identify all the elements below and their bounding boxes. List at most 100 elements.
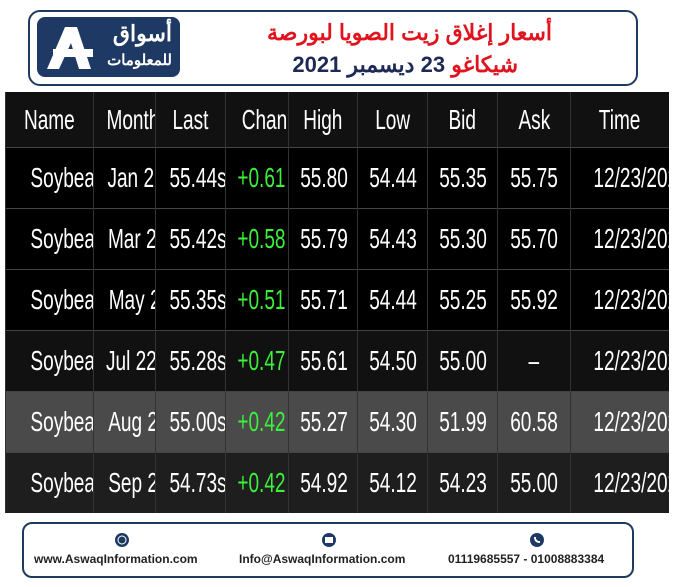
table-cell: 55.80 <box>288 147 358 209</box>
table-cell: 55.27 <box>288 391 358 453</box>
table-cell-text: 54.43 <box>369 223 417 254</box>
column-header-text: Time <box>598 103 641 135</box>
table-cell: Soybean Oil <box>5 269 94 331</box>
table-cell-text: +0.61 <box>237 162 286 193</box>
website: www.AswaqInformation.com <box>34 552 198 566</box>
table-cell: Jan 22 <box>93 147 156 209</box>
table-cell-text: 55.25 <box>439 284 487 315</box>
table-cell-text: 12/23/2021 <box>593 223 668 254</box>
table-cell: 54.12 <box>357 452 428 513</box>
table-cell: Soybean Oil <box>5 391 94 453</box>
table-cell: 51.99 <box>427 391 498 453</box>
column-header: Ask <box>497 92 571 148</box>
column-header: Name <box>5 92 94 148</box>
table-cell: 55.00s <box>155 391 226 453</box>
table-cell: 12/23/2021 <box>570 208 669 270</box>
table-cell-text: Jul 22 <box>105 345 156 376</box>
table-cell-text: Soybean Oil <box>30 406 93 437</box>
table-cell-text: 54.12 <box>369 467 417 498</box>
phone-icon <box>530 533 544 547</box>
header-row: Name Month Last Change High Low Bid Ask Time <box>5 92 669 148</box>
table-cell: 12/23/2021 <box>570 391 669 453</box>
table-cell: Mar 22 <box>93 208 156 270</box>
table-cell-text: May 22 <box>108 284 156 315</box>
table-cell-text: 55.61 <box>300 345 348 376</box>
table-row: Soybean Oil Sep 22 54.73s +0.42 54.92 54.12 54… <box>5 452 669 513</box>
column-header: Month <box>93 92 156 148</box>
table-cell-text: 54.92 <box>300 467 348 498</box>
column-header: Time <box>570 92 669 148</box>
logo: أسواق للمعلومات <box>37 17 180 77</box>
table-cell-text: 55.35s <box>169 284 226 315</box>
table-cell-text: +0.51 <box>237 284 286 315</box>
table-cell-text: 60.58 <box>510 406 558 437</box>
table-cell-text: 55.44s <box>169 162 226 193</box>
table-cell-text: +0.42 <box>237 467 286 498</box>
title-date: 23 ديسمبر 2021 <box>292 52 446 77</box>
table-cell-text: 54.23 <box>439 467 487 498</box>
table-cell-text: 54.73s <box>169 467 226 498</box>
table-cell-text: 54.30 <box>369 406 417 437</box>
table-cell: 60.58 <box>497 391 571 453</box>
title-city: شيكاغو <box>451 52 518 77</box>
table-cell-text: Soybean Oil <box>30 345 93 376</box>
table-cell-text: 55.79 <box>300 223 348 254</box>
column-header-text: Name <box>24 103 75 135</box>
table-cell: 12/23/2021 <box>570 330 669 392</box>
column-header-text: Change <box>241 103 289 135</box>
table-row: Soybean Oil Aug 22 55.00s +0.42 55.27 54.30 51… <box>5 391 669 453</box>
table-cell-text: +0.58 <box>237 223 286 254</box>
table-cell: +0.42 <box>225 391 289 453</box>
table-cell: 55.25 <box>427 269 498 331</box>
table-cell: 55.00 <box>427 330 498 392</box>
table-cell-text: 12/23/2021 <box>593 467 668 498</box>
table-cell: 54.50 <box>357 330 428 392</box>
table-cell-text: 55.00 <box>510 467 558 498</box>
web-icon <box>115 533 129 547</box>
column-header: Change <box>225 92 289 148</box>
table-cell-text: 55.27 <box>300 406 348 437</box>
table-cell-text: 55.00 <box>439 345 487 376</box>
price-table: Name Month Last Change High Low Bid Ask Time Soy… <box>5 92 669 513</box>
table-cell: 55.71 <box>288 269 358 331</box>
table-cell-text: 55.75 <box>510 162 558 193</box>
table-cell-text: Soybean Oil <box>30 467 93 498</box>
table-cell-text: 55.30 <box>439 223 487 254</box>
table-cell-text: 54.50 <box>369 345 417 376</box>
table-cell-text: 55.28s <box>169 345 226 376</box>
table-cell-text: +0.47 <box>237 345 286 376</box>
mail-icon <box>322 533 336 547</box>
table-cell-text: Aug 22 <box>108 406 155 437</box>
table-cell: 12/23/2021 <box>570 452 669 513</box>
column-header-text: Low <box>375 103 410 135</box>
table-cell: 54.44 <box>357 147 428 209</box>
table-cell: – <box>497 330 571 392</box>
table-cell-text: 12/23/2021 <box>593 162 668 193</box>
table-cell-text: 12/23/2021 <box>593 345 668 376</box>
column-header-text: Ask <box>518 103 550 135</box>
table-cell-text: 55.71 <box>300 284 348 315</box>
table-cell-text: 55.92 <box>510 284 558 315</box>
table-cell: +0.51 <box>225 269 289 331</box>
logo-name: أسواق <box>112 21 172 46</box>
table-cell: Sep 22 <box>93 452 156 513</box>
footer-box: www.AswaqInformation.com Info@AswaqInfor… <box>22 522 634 578</box>
table-cell: 54.23 <box>427 452 498 513</box>
table-cell: 12/23/2021 <box>570 269 669 331</box>
column-header-text: High <box>303 103 343 135</box>
table-cell: 55.42s <box>155 208 226 270</box>
table-cell-text: 55.80 <box>300 162 348 193</box>
table-cell-text: 12/23/2021 <box>593 284 668 315</box>
table-cell: Jul 22 <box>93 330 156 392</box>
table-cell: +0.58 <box>225 208 289 270</box>
table-row: Soybean Oil Jul 22 55.28s +0.47 55.61 54.50 55… <box>5 330 669 392</box>
table-cell: Soybean Oil <box>5 208 94 270</box>
table-cell: 55.61 <box>288 330 358 392</box>
table-row: Soybean Oil Mar 22 55.42s +0.58 55.79 54.43 55… <box>5 208 669 270</box>
table-cell: 55.35 <box>427 147 498 209</box>
table-cell-text: 12/23/2021 <box>593 406 668 437</box>
table-cell-text: 54.44 <box>369 162 417 193</box>
column-header: Bid <box>427 92 498 148</box>
table-cell: 54.43 <box>357 208 428 270</box>
table-cell: May 22 <box>93 269 156 331</box>
